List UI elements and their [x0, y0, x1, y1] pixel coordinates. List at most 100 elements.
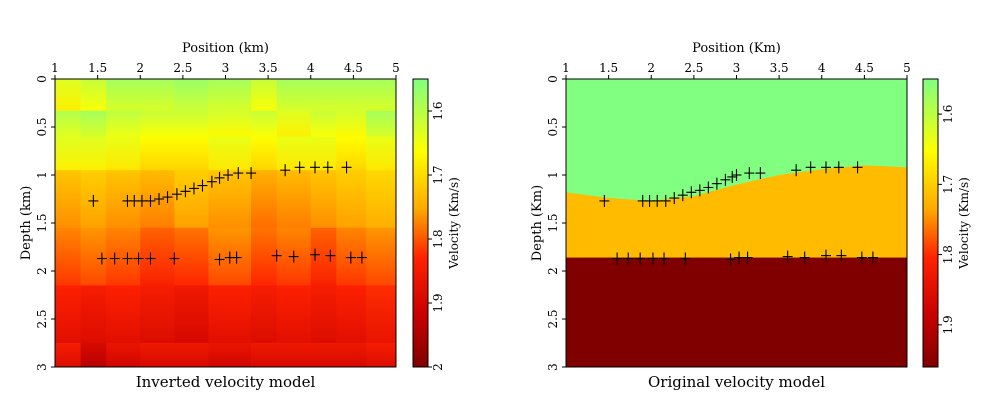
- pick-marker: [294, 161, 305, 174]
- heatmap-cell: [106, 170, 141, 229]
- y-tick-label: 0: [35, 75, 49, 83]
- heatmap-cell: [140, 285, 175, 344]
- colorbar-tick-label: 1.8: [941, 245, 955, 264]
- pick-marker: [246, 167, 257, 180]
- pick-marker: [288, 250, 299, 263]
- layer-middle: [566, 165, 907, 258]
- heatmap-cell: [208, 136, 252, 171]
- pick-marker: [727, 170, 738, 183]
- x-tick-label: 1.5: [599, 61, 618, 75]
- heatmap-cell: [336, 170, 367, 229]
- y-tick-label: 3: [546, 363, 560, 371]
- heatmap-cell: [208, 285, 252, 344]
- pick-marker: [805, 161, 816, 174]
- heatmap-cell: [366, 79, 397, 112]
- pick-marker: [88, 194, 99, 207]
- heatmap-cell: [140, 136, 175, 171]
- pick-marker: [821, 249, 832, 262]
- heatmap-cell: [208, 170, 252, 229]
- y-tick-label: 2.5: [546, 309, 560, 328]
- x-tick-label: 2: [136, 61, 144, 75]
- inverted-picks: [88, 161, 367, 266]
- heatmap-cell: [174, 110, 209, 138]
- heatmap-cell: [310, 110, 337, 138]
- heatmap-cell: [366, 110, 397, 138]
- x-tick-label: 3: [733, 61, 741, 75]
- x-tick-label: 2: [647, 61, 655, 75]
- heatmap-cell: [174, 79, 209, 112]
- heatmap-cell: [310, 285, 337, 344]
- pick-marker: [341, 161, 352, 174]
- heatmap-cell: [336, 343, 367, 368]
- heatmap-cell: [366, 343, 397, 368]
- heatmap-cell: [174, 343, 209, 368]
- heatmap-cell: [208, 110, 252, 138]
- heatmap-cell: [276, 343, 312, 368]
- pick-marker: [755, 167, 766, 180]
- heatmap-cell: [106, 79, 141, 112]
- y-tick-label: 0.5: [546, 117, 560, 136]
- inverted-chart-title: Inverted velocity model: [136, 373, 316, 391]
- inverted-colorbar-label: Velocity (Km/s): [447, 177, 461, 270]
- colorbar-tick-label: 1.7: [941, 175, 955, 194]
- pick-marker: [703, 181, 714, 194]
- x-tick-label: 5: [392, 61, 400, 75]
- pick-marker: [720, 173, 731, 186]
- heatmap-cell: [140, 343, 175, 368]
- pick-marker: [852, 161, 863, 174]
- pick-marker: [223, 169, 234, 181]
- inverted-x-ticks: 1 1.5 2 2.5 3 3.5 4 4.5 5: [51, 61, 400, 79]
- colorbar-tick-label: 1.9: [431, 293, 445, 312]
- x-tick-label: 2.5: [684, 61, 703, 75]
- pick-marker: [647, 252, 658, 265]
- heatmap-cell: [55, 79, 82, 112]
- heatmap-cell: [55, 285, 82, 344]
- pick-marker: [659, 252, 670, 265]
- heatmap-cell: [106, 110, 141, 138]
- pick-marker: [325, 249, 336, 262]
- pick-marker: [660, 194, 671, 207]
- pick-marker: [623, 252, 634, 265]
- pick-marker: [833, 161, 844, 174]
- heatmap-cell: [251, 343, 278, 368]
- pick-marker: [652, 194, 663, 207]
- heatmap-cell: [310, 79, 337, 112]
- heatmap-cell: [251, 170, 278, 229]
- original-chart-title: Original velocity model: [648, 373, 825, 391]
- heatmap-cell: [106, 136, 141, 171]
- pick-marker: [214, 253, 225, 266]
- pick-marker: [233, 167, 244, 180]
- x-tick-label: 1: [51, 61, 59, 75]
- pick-marker: [133, 252, 144, 265]
- inverted-model-panel: 1 1.5 2 2.5 3 3.5 4 4.5 5 0 0.5 1 1.5 2 2.5 3 Position…: [19, 41, 461, 391]
- heatmap-cell: [251, 79, 278, 112]
- heatmap-cell: [276, 285, 312, 344]
- heatmap-cell: [174, 170, 209, 229]
- inverted-colorbar: [412, 78, 429, 368]
- pick-marker: [310, 161, 321, 174]
- heatmap-cell: [174, 227, 209, 286]
- heatmap-cell: [276, 136, 312, 171]
- pick-marker: [231, 251, 242, 264]
- heatmap-cell: [140, 227, 175, 286]
- pick-marker: [821, 161, 832, 174]
- pick-marker: [782, 250, 793, 263]
- heatmap-cell: [251, 110, 278, 138]
- pick-marker: [280, 164, 291, 177]
- y-tick-label: 0.5: [35, 117, 49, 136]
- pick-marker: [322, 161, 333, 174]
- heatmap-cell: [366, 136, 397, 171]
- y-tick-label: 1.5: [35, 213, 49, 232]
- y-tick-label: 2: [35, 267, 49, 275]
- heatmap-cell: [310, 343, 337, 368]
- heatmap-cell: [366, 227, 397, 286]
- colorbar-tick-label: 1.6: [431, 101, 445, 120]
- y-tick-label: 2.5: [35, 309, 49, 328]
- pick-marker: [145, 194, 156, 207]
- x-tick-label: 5: [903, 61, 911, 75]
- heatmap-cell: [55, 170, 82, 229]
- heatmap-cell: [310, 170, 337, 229]
- inverted-colorbar-ticks: 1.6 1.7 1.8 1.9 2: [428, 101, 445, 371]
